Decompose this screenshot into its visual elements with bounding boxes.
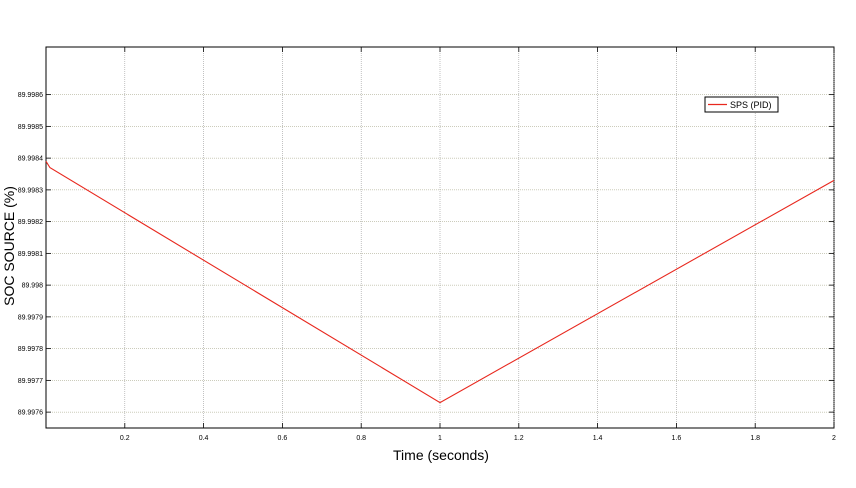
x-tick-label: 0.8 — [356, 435, 366, 442]
x-tick-label: 1.2 — [514, 435, 524, 442]
x-tick-label: 1 — [438, 435, 442, 442]
grid — [46, 47, 835, 428]
legend: SPS (PID) — [704, 96, 779, 113]
y-tick-label: 89.9983 — [18, 187, 43, 194]
series-line — [45, 161, 835, 404]
y-tick-label: 89.9981 — [18, 251, 43, 258]
x-tick-label: 1.4 — [593, 435, 603, 442]
x-axis-label: Time (seconds) — [393, 447, 489, 463]
y-tick-label: 89.9982 — [18, 219, 43, 226]
x-tick-label: 1.6 — [672, 435, 682, 442]
series-layer — [45, 161, 835, 404]
y-tick-label: 89.998 — [22, 283, 44, 290]
x-tick-label: 0.4 — [199, 435, 209, 442]
y-tick-label: 89.9979 — [18, 314, 43, 321]
y-tick-label: 89.9984 — [18, 156, 43, 163]
legend-box — [704, 96, 779, 113]
legend-label: SPS (PID) — [730, 100, 772, 110]
y-tick-label: 89.9977 — [18, 378, 43, 385]
x-tick-label: 0.6 — [278, 435, 288, 442]
y-tick-label: 89.9978 — [18, 346, 43, 353]
x-tick-label: 1.8 — [750, 435, 760, 442]
y-axis-label: SOC SOURCE (%) — [1, 186, 17, 306]
tick-marks — [46, 47, 835, 428]
x-tick-label: 0.2 — [120, 435, 130, 442]
y-tick-label: 89.9976 — [18, 410, 43, 417]
y-tick-label: 89.9986 — [18, 92, 43, 99]
tick-labels: 89.9976 89.9977 89.9978 89.9979 89.998 89.998… — [18, 92, 836, 442]
x-tick-label: 2 — [832, 435, 836, 442]
y-tick-label: 89.9985 — [18, 124, 43, 131]
